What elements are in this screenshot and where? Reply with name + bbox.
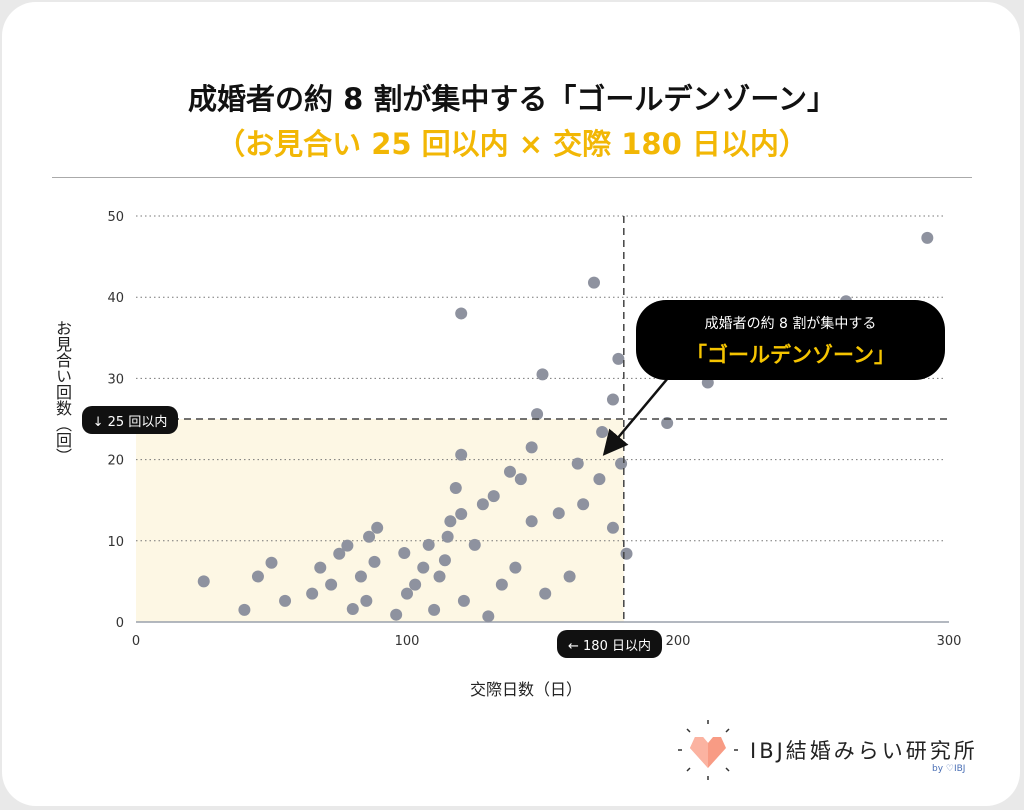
logo-text: IBJ結婚みらい研究所 (750, 739, 978, 763)
data-point (441, 530, 454, 543)
logo-sub: by ♡IBJ (932, 764, 966, 774)
data-point (417, 561, 430, 574)
data-point (341, 539, 354, 552)
x-axis-label: 交際日数（日） (470, 680, 583, 699)
data-point (455, 307, 468, 320)
callout-line1: 成婚者の約 8 割が集中する (704, 316, 877, 332)
x-tick-label: 0 (132, 634, 140, 649)
data-point (409, 578, 422, 591)
y-threshold-label: ↓ 25 回以内 (82, 406, 178, 434)
data-point (577, 498, 590, 511)
data-point (449, 482, 462, 495)
data-point (495, 578, 508, 591)
data-point (363, 530, 376, 543)
callout-bubble: 成婚者の約 8 割が集中する 「ゴールデンゾーン」 (636, 300, 945, 380)
data-point (593, 473, 606, 486)
data-point (525, 515, 538, 528)
data-point (620, 547, 633, 560)
data-point (251, 570, 264, 583)
x-tick-label: 100 (395, 634, 420, 649)
data-point (455, 448, 468, 461)
data-point (368, 555, 381, 568)
y-tick-label: 10 (107, 535, 124, 550)
data-point (433, 570, 446, 583)
data-point (482, 610, 495, 623)
data-point (921, 231, 934, 244)
heart-logo-icon (678, 720, 738, 780)
callout-line2: 「ゴールデンゾーン」 (686, 343, 895, 367)
data-point (503, 465, 516, 478)
y-tick-label: 40 (107, 291, 124, 306)
y-tick-label: 50 (107, 210, 124, 225)
data-point (596, 425, 609, 438)
y-tick-label: 0 (116, 616, 124, 631)
data-point (612, 352, 625, 365)
data-point (390, 608, 403, 621)
x-tick-label: 200 (666, 634, 691, 649)
data-point (455, 508, 468, 521)
golden-zone (136, 419, 624, 622)
data-point (197, 575, 210, 588)
data-point (306, 587, 319, 600)
data-point (422, 538, 435, 551)
data-point (444, 515, 457, 528)
data-point (661, 417, 674, 430)
data-point (587, 276, 600, 289)
data-point (279, 594, 292, 607)
data-point (552, 507, 565, 520)
data-point (514, 473, 527, 486)
data-point (539, 587, 552, 600)
data-point (615, 457, 628, 470)
data-point (476, 498, 489, 511)
divider (52, 177, 972, 178)
data-point (398, 546, 411, 559)
callout-arrow (602, 377, 669, 456)
data-point (314, 561, 327, 574)
y-tick-label: 20 (107, 454, 124, 469)
data-point (525, 441, 538, 454)
data-point (333, 547, 346, 560)
data-point (509, 561, 522, 574)
chart-subtitle: （お見合い 25 回以内 × 交際 180 日以内） (216, 127, 808, 161)
data-point (487, 490, 500, 503)
data-point (346, 603, 359, 616)
data-point (606, 393, 619, 406)
x-tick-label: 300 (937, 634, 962, 649)
data-point (238, 603, 251, 616)
data-point (536, 368, 549, 381)
data-point (371, 521, 384, 534)
data-point (428, 603, 441, 616)
chart-title: 成婚者の約 8 割が集中する「ゴールデンゾーン」 (188, 82, 836, 116)
data-point (360, 594, 373, 607)
data-point (265, 556, 278, 569)
y-tick-label: 30 (107, 372, 124, 387)
data-point (438, 554, 451, 567)
data-point (401, 587, 413, 600)
data-point (531, 408, 544, 421)
data-point (606, 521, 619, 534)
data-point (457, 594, 470, 607)
y-axis-label: お見合い回数（回） (53, 320, 72, 464)
data-point (468, 538, 481, 551)
data-point (571, 457, 584, 470)
data-point (563, 570, 576, 583)
data-point (354, 570, 367, 583)
data-point (325, 578, 338, 591)
x-threshold-label: ← 180 日以内 (557, 630, 662, 658)
